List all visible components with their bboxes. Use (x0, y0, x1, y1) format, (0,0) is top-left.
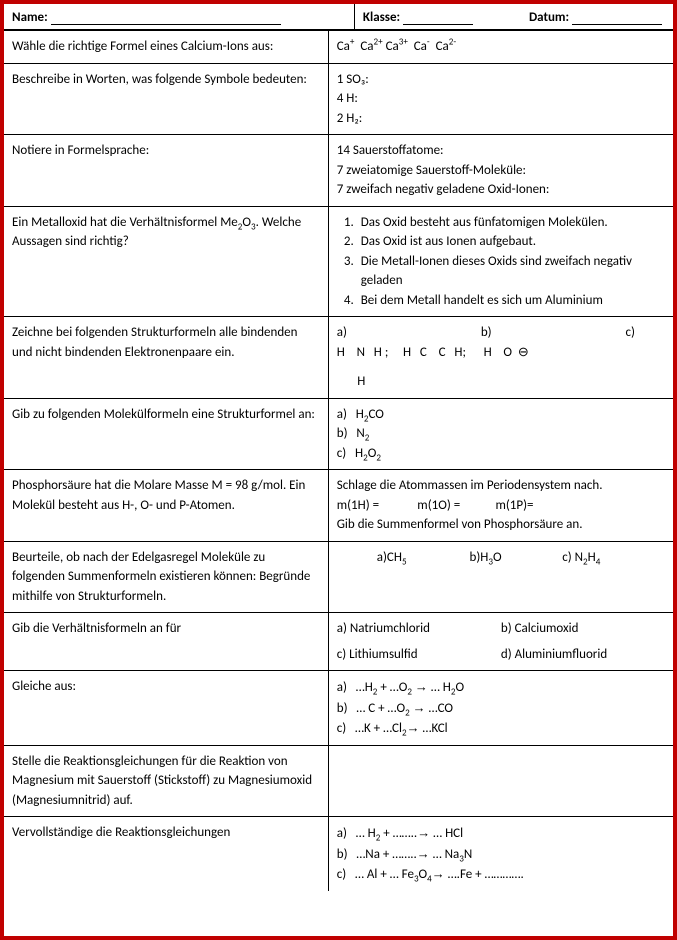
struct-labels: a) b) c) (337, 323, 665, 343)
answer-line: 14 Sauerstoffatome: (337, 141, 665, 161)
table-row: Gleiche aus:a) …H2 + …O2 → … H2Ob) … C +… (4, 671, 673, 746)
table-row: Phosphorsäure hat die Molare Masse M = 9… (4, 470, 673, 542)
answer-list: Das Oxid besteht aus fünfatomigen Molekü… (337, 213, 665, 311)
table-row: Wähle die richtige Formel eines Calcium-… (4, 31, 673, 64)
question-cell: Gleiche aus: (4, 671, 328, 746)
question-cell: Stelle die Reaktionsgleichungen für die … (4, 745, 328, 817)
struct-label: b) (481, 323, 492, 343)
answer-line: c) …K + …Cl2→ …KCl (337, 718, 665, 739)
list-item: Die Metall-Ionen dieses Oxids sind zweif… (357, 252, 665, 291)
table-row: Gib die Verhältnisformeln an füra) Natri… (4, 613, 673, 671)
answer-line: b) …Na + ……..→ … Na3N (337, 844, 665, 865)
question-cell: Wähle die richtige Formel eines Calcium-… (4, 31, 328, 64)
struct-label: c) (626, 323, 635, 343)
list-item: Bei dem Metall handelt es sich um Alumin… (357, 291, 665, 311)
answer-line: 4 H: (337, 89, 665, 109)
options-row: a) Natriumchloridb) Calciumoxid (337, 619, 665, 639)
answer-cell: a) …H2 + …O2 → … H2Ob) … C + …O2 → …COc)… (328, 671, 673, 746)
klasse-label: Klasse: (363, 10, 400, 25)
worksheet-sheet: Name: Klasse: Datum: Wähle die richtige … (0, 0, 677, 940)
header-right: Klasse: Datum: (355, 4, 673, 29)
answer-line: b) N2 (337, 424, 665, 444)
worksheet-table: Wähle die richtige Formel eines Calcium-… (4, 30, 673, 891)
list-item: Das Oxid besteht aus fünfatomigen Molekü… (357, 213, 665, 233)
table-row: Zeichne bei folgenden Strukturformeln al… (4, 317, 673, 399)
table-row: Beurteile, ob nach der Edelgasregel Mole… (4, 541, 673, 613)
answer-cell (328, 745, 673, 817)
question-cell: Beurteile, ob nach der Edelgasregel Mole… (4, 541, 328, 613)
table-row: Beschreibe in Worten, was folgende Symbo… (4, 63, 673, 135)
question-cell: Vervollständige die Reaktionsgleichungen (4, 817, 328, 891)
question-cell: Gib zu folgenden Molekülformeln eine Str… (4, 398, 328, 470)
option: b)H3O (469, 548, 562, 568)
answer-line: b) … C + …O2 → …CO (337, 698, 665, 719)
option: b) Calciumoxid (501, 619, 665, 639)
answer-cell: a) H2COb) N2c) H2O2 (328, 398, 673, 470)
option: c) Lithiumsulfid (337, 645, 501, 665)
answer-line: 2 H₂: (337, 109, 665, 129)
klasse-blank[interactable] (403, 12, 473, 25)
answer-line: 1 SO₃: (337, 70, 665, 90)
table-row: Vervollständige die Reaktionsgleichungen… (4, 817, 673, 891)
answer-cell: a) Natriumchloridb) Calciumoxidc) Lithiu… (328, 613, 673, 671)
header-row: Name: Klasse: Datum: (4, 4, 673, 30)
answer-line: a) H2CO (337, 405, 665, 425)
question-cell: Gib die Verhältnisformeln an für (4, 613, 328, 671)
answer-line: c) H2O2 (337, 444, 665, 464)
name-blank[interactable] (51, 12, 281, 25)
question-cell: Ein Metalloxid hat die Verhältnisformel … (4, 206, 328, 317)
answer-line: a) … H2 + ……..→ … HCl (337, 823, 665, 844)
question-cell: Beschreibe in Worten, was folgende Symbo… (4, 63, 328, 135)
answer-line: 7 zweiatomige Sauerstoff-Moleküle: (337, 161, 665, 181)
option: d) Aluminiumfluorid (501, 645, 665, 665)
table-row: Gib zu folgenden Molekülformeln eine Str… (4, 398, 673, 470)
list-item: Das Oxid ist aus Ionen aufgebaut. (357, 232, 665, 252)
table-row: Notiere in Formelsprache:14 Sauerstoffat… (4, 135, 673, 207)
table-row: Stelle die Reaktionsgleichungen für die … (4, 745, 673, 817)
option: a) Natriumchlorid (337, 619, 501, 639)
option: a)CH5 (377, 548, 470, 568)
struct-row: H N H ; H C C H; H O ⊖ (337, 343, 665, 363)
question-cell: Zeichne bei folgenden Strukturformeln al… (4, 317, 328, 399)
answer-cell: 14 Sauerstoffatome:7 zweiatomige Sauerst… (328, 135, 673, 207)
datum-blank[interactable] (572, 12, 662, 25)
answer-line: c) … Al + … Fe3O4→ ….Fe + …………. (337, 864, 665, 885)
answer-cell: a)CH5b)H3Oc) N2H4 (328, 541, 673, 613)
question-cell: Phosphorsäure hat die Molare Masse M = 9… (4, 470, 328, 542)
datum-label: Datum: (529, 10, 569, 25)
answer-cell: a) b) c)H N H ; H C C H; H O ⊖ H (328, 317, 673, 399)
question-cell: Notiere in Formelsprache: (4, 135, 328, 207)
answer-line: 7 zweifach negativ geladene Oxid-Ionen: (337, 180, 665, 200)
options-row: c) Lithiumsulfidd) Aluminiumfluorid (337, 645, 665, 665)
answer-cell: Ca+ Ca2+ Ca3+ Ca- Ca2- (328, 31, 673, 64)
answer-cell: a) … H2 + ……..→ … HClb) …Na + ……..→ … Na… (328, 817, 673, 891)
table-row: Ein Metalloxid hat die Verhältnisformel … (4, 206, 673, 317)
header-name: Name: (4, 4, 355, 29)
options-row: a)CH5b)H3Oc) N2H4 (337, 548, 665, 568)
answer-cell: 1 SO₃:4 H:2 H₂: (328, 63, 673, 135)
answer-cell: Schlage die Atommassen im Periodensystem… (328, 470, 673, 542)
struct-label: a) (337, 323, 347, 343)
answer-line: a) …H2 + …O2 → … H2O (337, 677, 665, 698)
option: c) N2H4 (562, 548, 655, 568)
name-label: Name: (12, 10, 48, 25)
struct-row: H (337, 372, 665, 392)
answer-cell: Das Oxid besteht aus fünfatomigen Molekü… (328, 206, 673, 317)
